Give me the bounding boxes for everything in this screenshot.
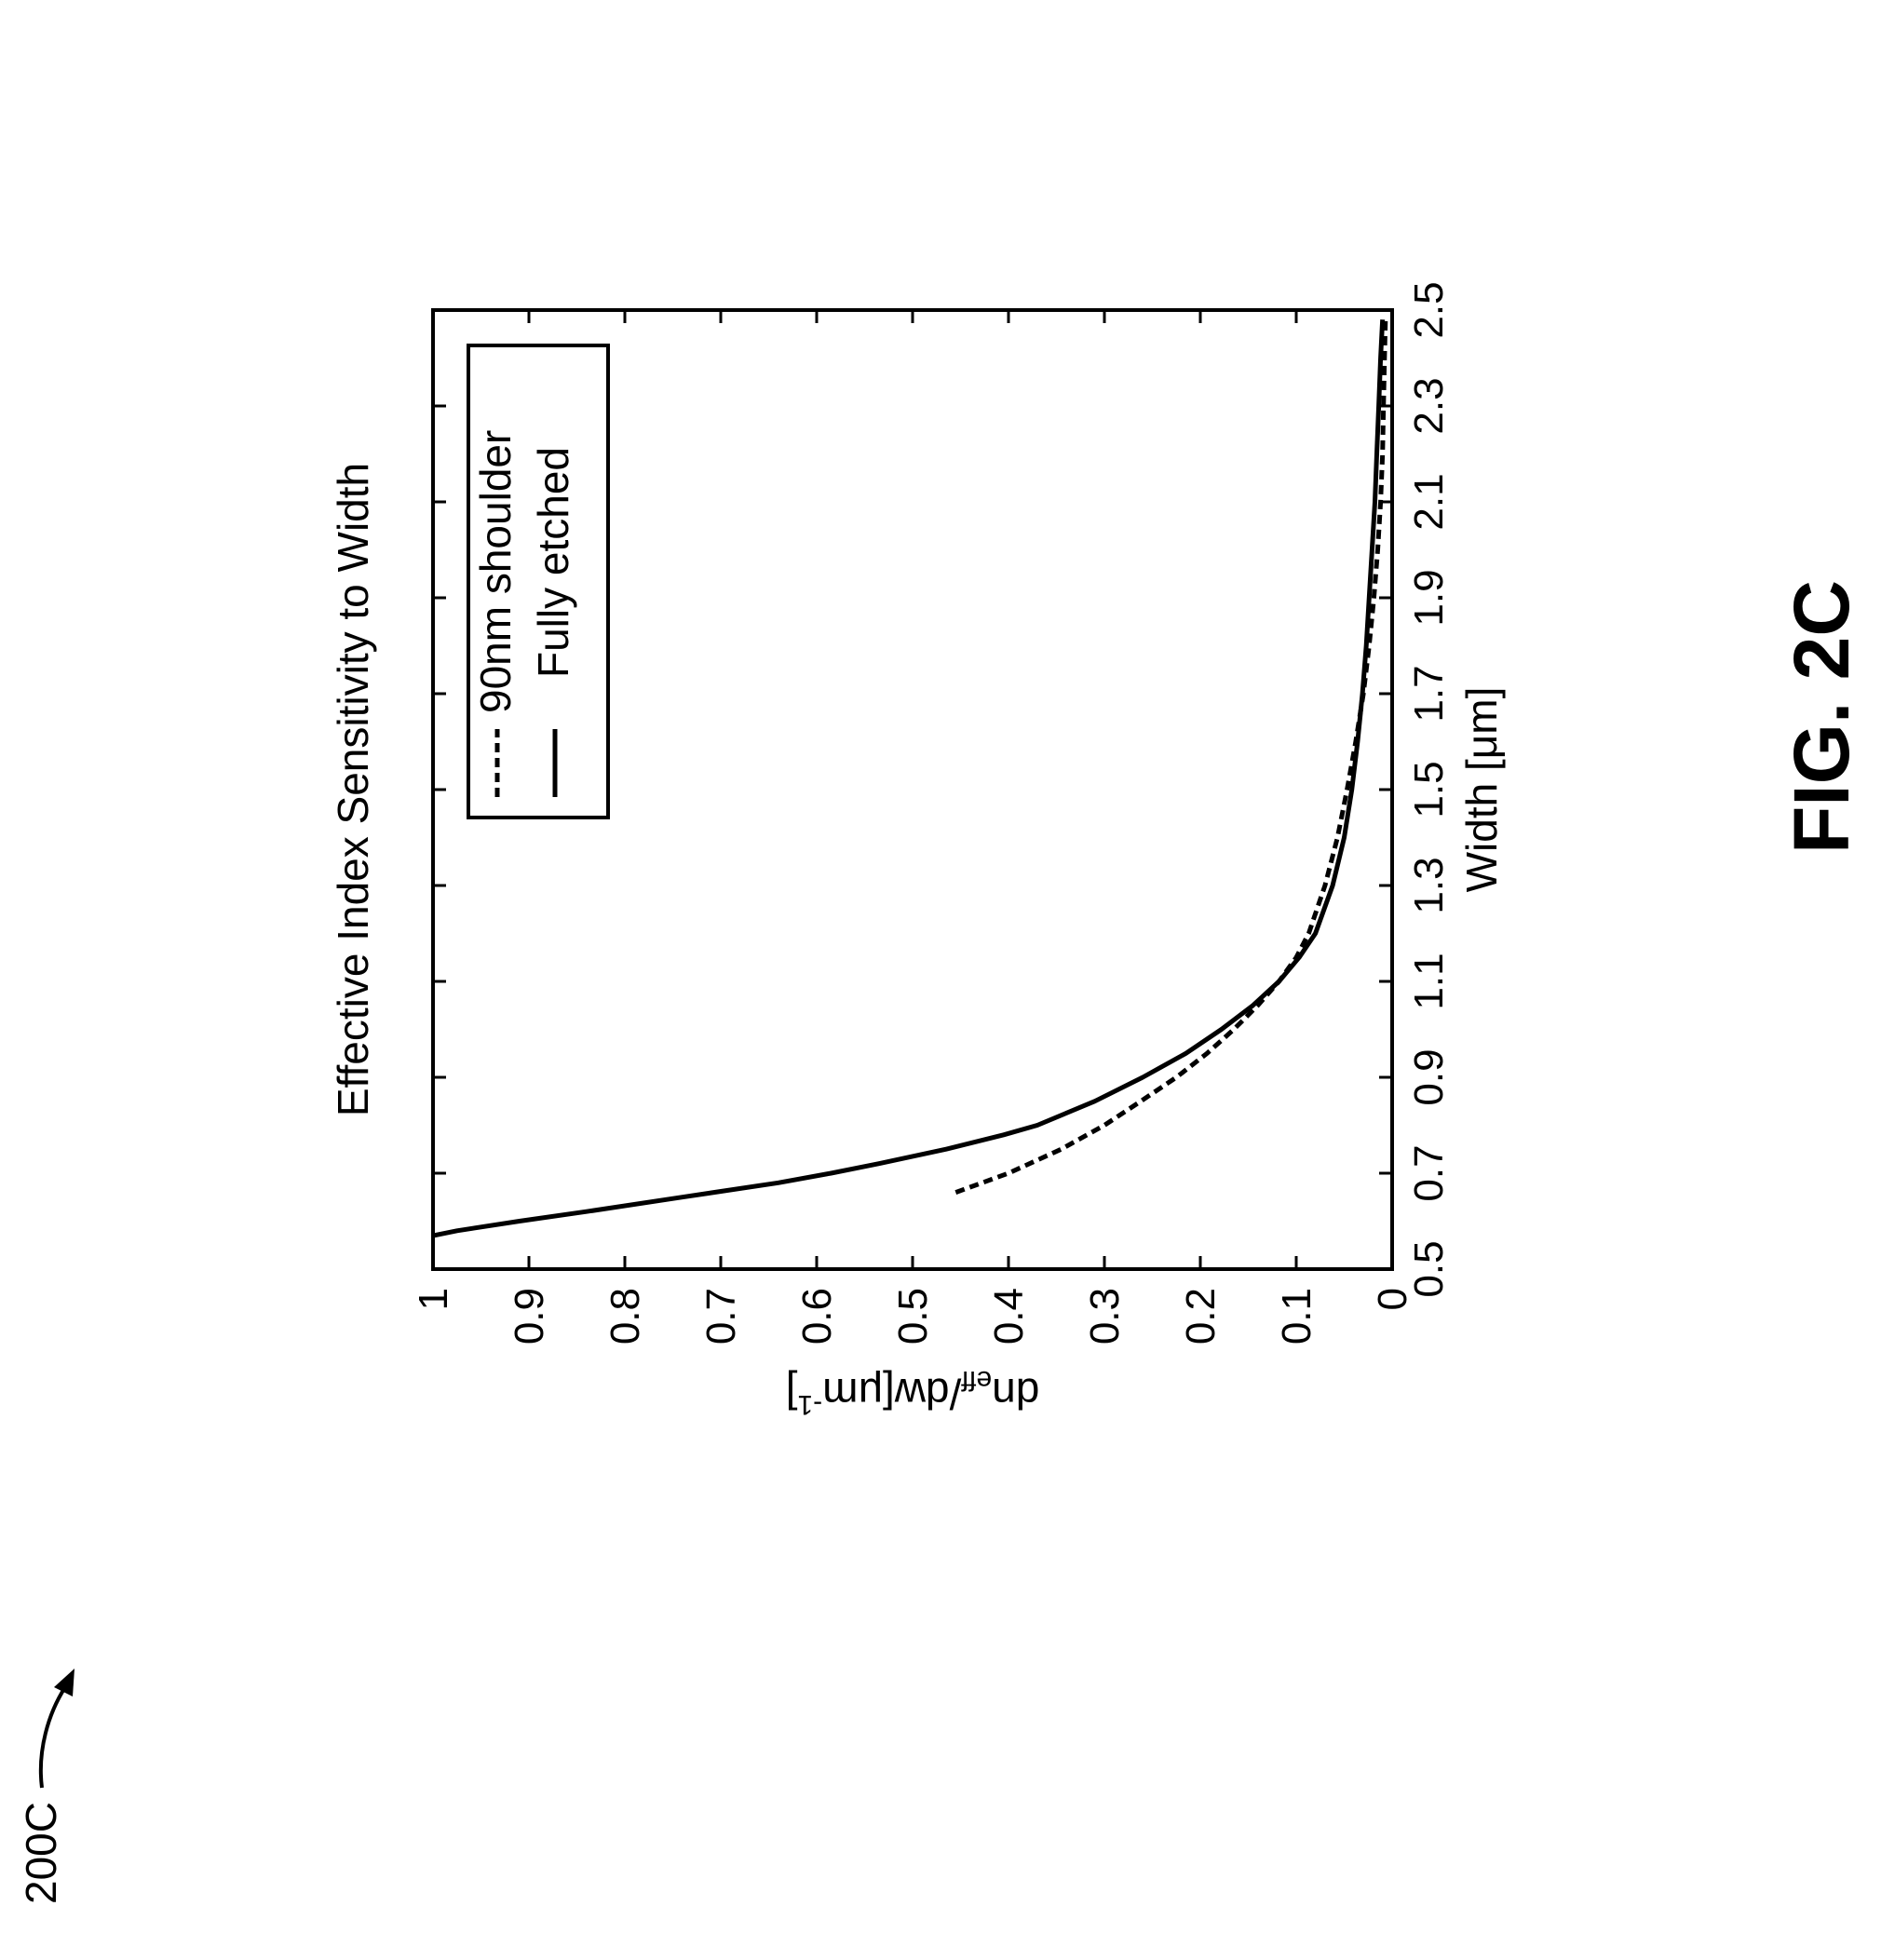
x-tick: 2.3 (433, 377, 1452, 435)
y-ticks: 0 0.1 0.2 0.3 0.4 0.5 0.6 0.7 0.8 0.9 1 (411, 310, 1415, 1345)
y-tick: 1 (411, 310, 456, 1310)
x-tick-label: 2.1 (1406, 473, 1452, 530)
x-tick-label: 0.9 (1406, 1048, 1452, 1105)
y-tick-label: 0.9 (507, 1288, 552, 1345)
x-tick: 0.9 (433, 1048, 1452, 1106)
x-tick-label: 1.1 (1406, 953, 1452, 1009)
y-tick-label: 0 (1370, 1288, 1415, 1310)
x-tick-label: 1.7 (1406, 665, 1452, 722)
figure-label: FIG. 2C (1778, 580, 1865, 854)
x-tick: 0.5 (433, 1240, 1452, 1298)
x-tick: 1.7 (433, 665, 1452, 723)
x-ticks: 0.5 0.7 0.9 1.1 1.3 1.5 1.7 1.9 2.1 2.3 2.5 (433, 281, 1452, 1298)
y-axis-label-sub: eff (961, 1365, 992, 1396)
x-tick: 2.5 (433, 281, 1452, 339)
y-axis-label: dneff/dw[μm-1] (786, 1365, 1040, 1420)
x-tick-label: 1.3 (1406, 857, 1452, 913)
series-line-fully-etched (433, 319, 1386, 1238)
y-tick: 0.5 (890, 310, 936, 1345)
y-tick: 0.6 (794, 310, 840, 1345)
x-tick: 1.5 (433, 761, 1452, 818)
x-tick-label: 1.9 (1406, 569, 1452, 626)
y-tick-label: 0.7 (698, 1288, 744, 1345)
legend-box (467, 344, 610, 819)
series-lines (433, 319, 1388, 1238)
x-tick-label: 2.3 (1406, 377, 1452, 434)
x-axis-label: Width [μm] (1457, 687, 1506, 893)
reference-marker: 200C (17, 1669, 74, 1904)
x-tick: 1.3 (433, 857, 1452, 914)
y-axis-label-base: dn (992, 1370, 1039, 1418)
legend-label-90nm-shoulder: 90nm shoulder (471, 430, 520, 713)
series-line-90nm-shoulder (954, 319, 1388, 1195)
legend: 90nm shoulder Fully etched (467, 344, 610, 819)
y-tick-label: 0.6 (794, 1288, 840, 1345)
y-tick: 0.4 (986, 310, 1032, 1345)
y-tick-label: 1 (411, 1288, 456, 1310)
y-axis-label-mid: /dw[μm (822, 1370, 961, 1418)
legend-label-fully-etched: Fully etched (529, 447, 577, 678)
reference-arrow (38, 1685, 67, 1789)
reference-label: 200C (17, 1802, 65, 1904)
x-tick: 2.1 (433, 473, 1452, 531)
x-tick: 0.7 (433, 1144, 1452, 1202)
y-tick: 0.1 (1274, 310, 1320, 1345)
x-tick: 1.9 (433, 569, 1452, 627)
x-tick-label: 0.5 (1406, 1240, 1452, 1297)
y-tick: 0.2 (1178, 310, 1224, 1345)
rotated-chart: 0.50.70.91.11.31.51.71.92.12.32.5 00.10.… (329, 281, 1506, 1420)
x-tick-label: 0.7 (1406, 1144, 1452, 1201)
y-tick-label: 0.4 (986, 1288, 1032, 1345)
x-tick: 1.1 (433, 953, 1452, 1010)
chart-title: Effective Index Sensitivity to Width (329, 463, 377, 1116)
y-axis-label-end: ] (786, 1370, 798, 1418)
y-tick: 0 (1370, 310, 1415, 1310)
y-tick: 0.8 (602, 310, 648, 1345)
y-tick-label: 0.2 (1178, 1288, 1224, 1345)
x-tick-label: 1.5 (1406, 761, 1452, 818)
y-tick-label: 0.3 (1082, 1288, 1128, 1345)
reference-arrowhead (54, 1669, 74, 1696)
y-tick-label: 0.1 (1274, 1288, 1320, 1345)
y-tick: 0.9 (507, 310, 552, 1345)
y-tick: 0.7 (698, 310, 744, 1345)
y-tick-label: 0.8 (602, 1288, 648, 1345)
y-tick: 0.3 (1082, 310, 1128, 1345)
y-tick-label: 0.5 (890, 1288, 936, 1345)
y-axis-label-sup: -1 (797, 1389, 822, 1420)
x-tick-label: 2.5 (1406, 281, 1452, 338)
